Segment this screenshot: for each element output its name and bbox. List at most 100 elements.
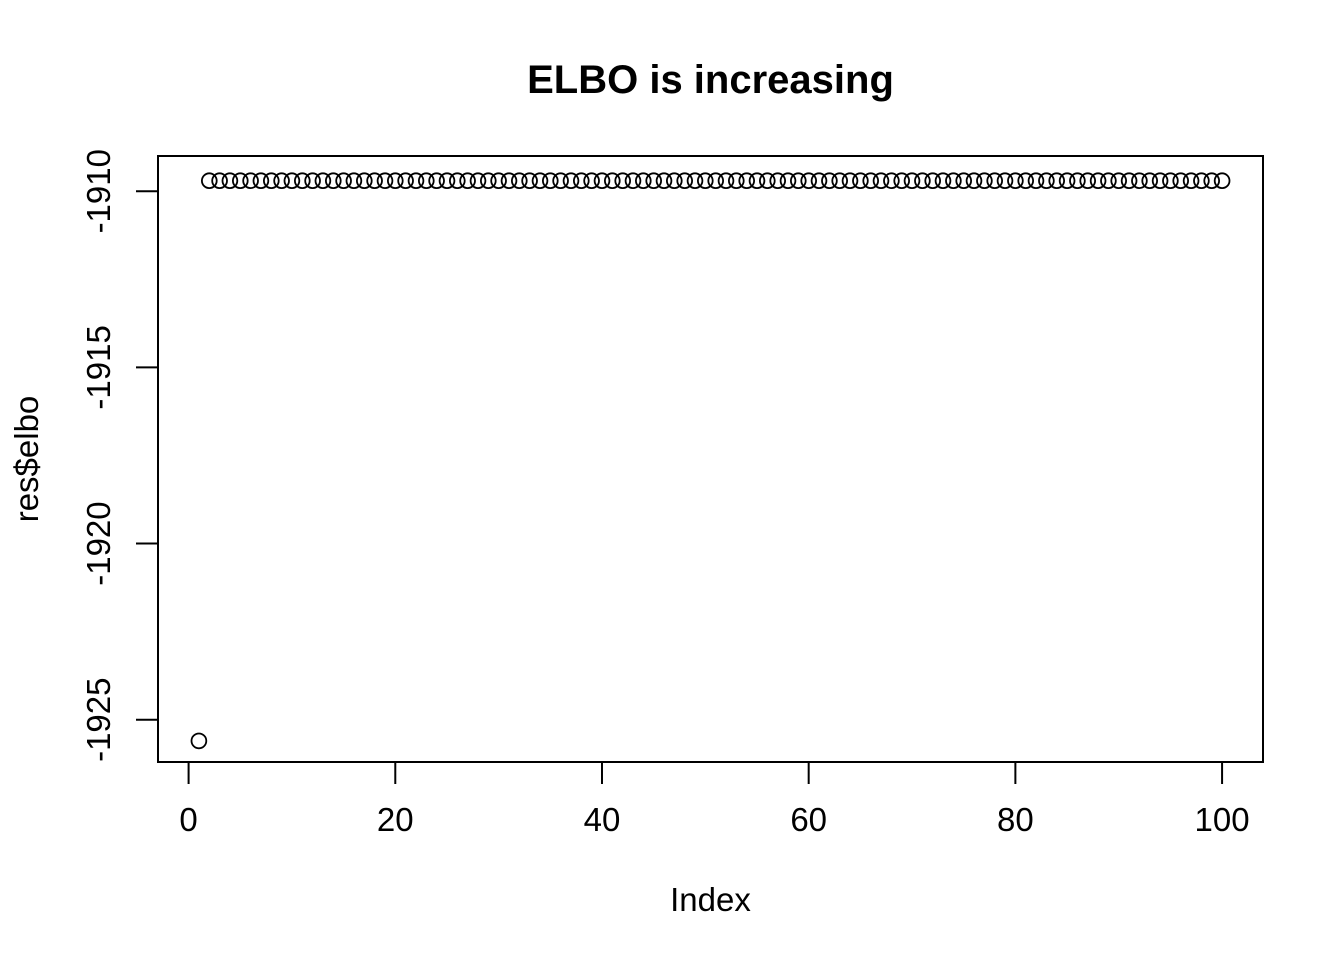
data-point bbox=[417, 172, 435, 190]
y-tick-label: -1925 bbox=[80, 678, 117, 762]
data-point bbox=[490, 172, 507, 190]
data-point bbox=[355, 172, 373, 190]
data-point bbox=[541, 172, 559, 190]
data-point bbox=[448, 172, 466, 190]
data-point bbox=[1007, 172, 1024, 190]
data-point bbox=[748, 172, 766, 190]
data-point bbox=[1131, 172, 1148, 190]
data-point bbox=[1182, 172, 1200, 190]
data-point bbox=[779, 172, 797, 190]
x-tick-label: 60 bbox=[790, 801, 827, 838]
data-point bbox=[562, 172, 580, 190]
data-point bbox=[438, 172, 456, 190]
data-point bbox=[955, 172, 972, 190]
data-point bbox=[293, 172, 311, 190]
data-point bbox=[707, 172, 724, 190]
data-point bbox=[376, 172, 394, 190]
data-point bbox=[593, 172, 611, 190]
data-point bbox=[500, 172, 518, 190]
data-point bbox=[1069, 172, 1086, 190]
x-tick-label: 100 bbox=[1195, 801, 1250, 838]
data-point bbox=[800, 172, 817, 190]
data-point bbox=[1203, 172, 1220, 190]
data-point bbox=[1038, 172, 1055, 190]
data-point bbox=[717, 172, 735, 190]
data-point bbox=[262, 172, 280, 190]
data-point bbox=[810, 172, 828, 190]
x-tick-label: 0 bbox=[179, 801, 197, 838]
y-axis-label: res$elbo bbox=[8, 396, 45, 523]
data-point bbox=[1110, 172, 1127, 190]
data-point bbox=[996, 172, 1014, 190]
data-point bbox=[852, 172, 869, 190]
data-point bbox=[603, 172, 621, 190]
data-point bbox=[634, 172, 652, 190]
data-point bbox=[397, 172, 414, 190]
x-tick-label: 40 bbox=[584, 801, 621, 838]
data-point bbox=[841, 172, 859, 190]
data-point bbox=[872, 172, 890, 190]
data-point bbox=[572, 172, 590, 190]
data-point bbox=[1213, 172, 1231, 190]
data-point bbox=[304, 172, 321, 190]
data-point bbox=[428, 172, 445, 190]
data-point bbox=[1089, 172, 1107, 190]
y-axis-ticks: -1910 -1915 -1920 -1925 bbox=[80, 149, 158, 762]
data-point bbox=[252, 172, 270, 190]
data-point bbox=[883, 172, 900, 190]
data-point bbox=[407, 172, 425, 190]
data-point bbox=[1058, 172, 1076, 190]
data-point bbox=[1172, 172, 1189, 190]
data-point bbox=[469, 172, 487, 190]
data-point bbox=[903, 172, 921, 190]
data-point bbox=[862, 172, 879, 190]
data-point bbox=[686, 172, 704, 190]
x-axis-label: Index bbox=[670, 881, 751, 918]
data-point bbox=[831, 172, 848, 190]
data-points bbox=[190, 172, 1231, 750]
x-tick-label: 20 bbox=[377, 801, 414, 838]
data-point bbox=[1079, 172, 1096, 190]
data-point bbox=[676, 172, 693, 190]
data-point bbox=[1120, 172, 1138, 190]
y-tick-label: -1910 bbox=[80, 149, 117, 233]
data-point bbox=[345, 172, 363, 190]
data-point bbox=[314, 172, 332, 190]
data-point bbox=[1100, 172, 1117, 190]
data-point bbox=[645, 172, 662, 190]
data-point bbox=[655, 172, 673, 190]
data-point bbox=[976, 172, 993, 190]
y-tick-label: -1920 bbox=[80, 501, 117, 585]
data-point bbox=[727, 172, 745, 190]
data-point bbox=[624, 172, 642, 190]
data-point bbox=[386, 172, 404, 190]
data-point bbox=[459, 172, 476, 190]
chart-title: ELBO is increasing bbox=[527, 58, 894, 102]
data-point bbox=[283, 172, 301, 190]
data-point bbox=[1151, 172, 1169, 190]
data-point bbox=[335, 172, 352, 190]
y-tick-label: -1915 bbox=[80, 325, 117, 409]
data-point bbox=[789, 172, 807, 190]
data-point bbox=[510, 172, 528, 190]
data-point bbox=[914, 172, 931, 190]
data-point bbox=[821, 172, 838, 190]
data-point bbox=[552, 172, 569, 190]
data-point bbox=[1027, 172, 1045, 190]
data-point bbox=[190, 732, 208, 750]
data-point bbox=[583, 172, 600, 190]
data-point bbox=[758, 172, 776, 190]
data-point bbox=[696, 172, 714, 190]
data-point bbox=[521, 172, 538, 190]
data-point bbox=[1162, 172, 1179, 190]
data-point bbox=[1017, 172, 1034, 190]
x-axis-ticks: 0 20 40 60 80 100 bbox=[179, 762, 1250, 838]
data-point bbox=[201, 172, 218, 190]
data-point bbox=[1193, 172, 1210, 190]
data-point bbox=[924, 172, 941, 190]
data-point bbox=[614, 172, 631, 190]
plot-box bbox=[157, 155, 1264, 763]
data-point bbox=[232, 172, 249, 190]
